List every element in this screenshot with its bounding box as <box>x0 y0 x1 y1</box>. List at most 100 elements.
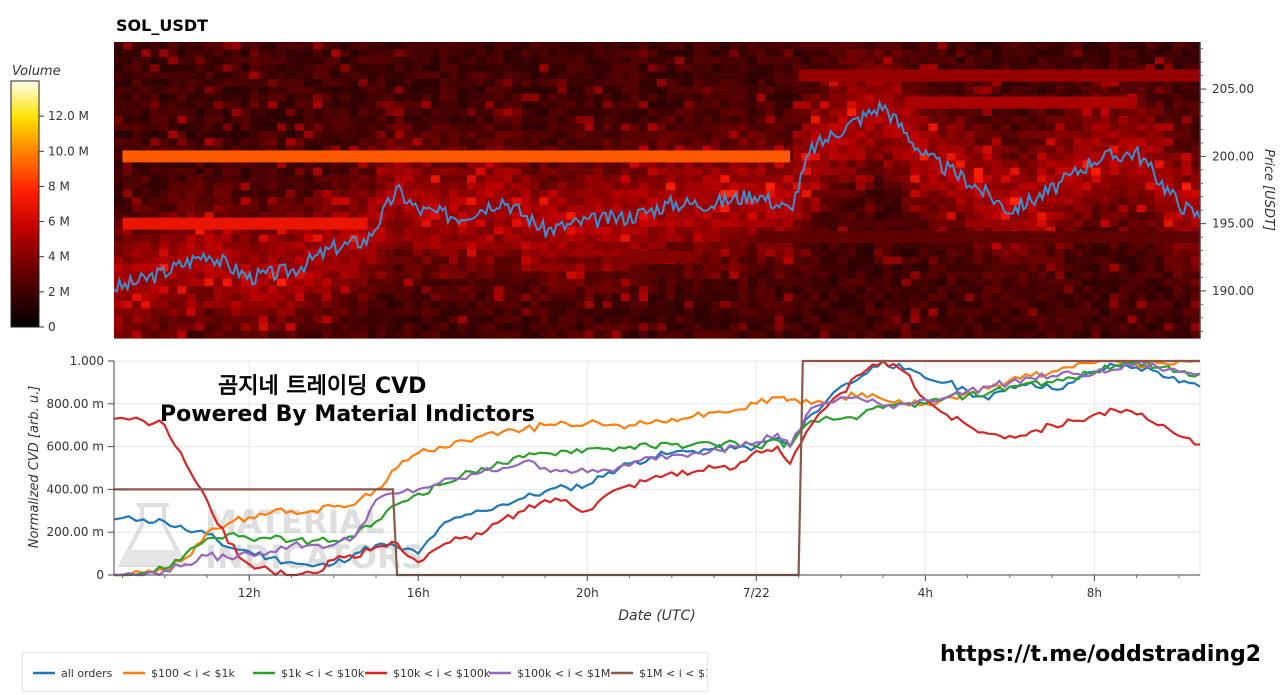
heatmap-cell <box>1181 138 1192 147</box>
heatmap-cell <box>847 167 857 176</box>
heatmap-cell <box>666 323 676 332</box>
heatmap-cell <box>1064 293 1074 302</box>
heatmap-cell <box>657 130 667 139</box>
heatmap-cell <box>132 86 142 95</box>
heatmap-cell <box>611 204 622 213</box>
heatmap-cell <box>1028 86 1038 95</box>
heatmap-cell <box>485 264 495 272</box>
heatmap-cell <box>385 330 396 339</box>
heatmap-cell <box>865 323 875 332</box>
heatmap-cell <box>231 190 242 198</box>
heatmap-cell <box>847 219 857 228</box>
heatmap-cell <box>539 42 550 50</box>
heatmap-cell <box>937 42 948 50</box>
heatmap-cell <box>168 138 178 147</box>
heatmap-cell <box>267 315 278 324</box>
heatmap-cell <box>955 138 966 147</box>
heatmap-cell <box>874 56 884 65</box>
heatmap-cell <box>394 160 405 169</box>
heatmap-cell <box>267 167 278 176</box>
heatmap-cell <box>385 145 396 154</box>
heatmap-cell <box>1127 64 1138 73</box>
heatmap-cell <box>883 56 893 65</box>
heatmap-cell <box>1055 42 1065 50</box>
heatmap-cell <box>412 138 423 147</box>
heatmap-cell <box>494 101 504 110</box>
heatmap-cell <box>829 249 839 258</box>
heatmap-cell <box>168 86 178 95</box>
heatmap-cell <box>177 123 188 132</box>
heatmap-cell <box>1019 212 1029 221</box>
heatmap-cell <box>584 108 595 117</box>
heatmap-cell <box>756 116 767 124</box>
heatmap-cell <box>675 264 685 272</box>
heatmap-cell <box>1181 175 1192 184</box>
heatmap-cell <box>946 197 957 206</box>
heatmap-cell <box>648 271 658 280</box>
heatmap-cell <box>666 79 676 87</box>
heatmap-cell <box>159 212 169 221</box>
heatmap-cell <box>1154 93 1165 102</box>
heatmap-cell <box>729 123 740 132</box>
heatmap-cell <box>856 182 866 191</box>
heatmap-cell <box>801 167 812 176</box>
heatmap-cell <box>946 86 957 95</box>
heatmap-cell <box>313 93 323 102</box>
heatmap-cell <box>810 278 821 287</box>
heatmap-cell <box>421 286 432 295</box>
heatmap-cell <box>295 278 305 287</box>
heatmap-cell <box>1019 315 1029 324</box>
heatmap-cell <box>783 167 794 176</box>
heatmap-cell <box>611 64 622 73</box>
heatmap-cell <box>792 330 803 339</box>
heatmap-cell <box>982 308 993 317</box>
heatmap-cell <box>539 278 550 287</box>
heatmap-cell <box>376 264 387 272</box>
heatmap-cell <box>783 204 794 213</box>
heatmap-cell <box>249 286 260 295</box>
heatmap-cell <box>964 293 975 302</box>
heatmap-cell <box>186 197 197 206</box>
heatmap-cell <box>249 264 260 272</box>
heatmap-cell <box>186 204 197 213</box>
heatmap-cell <box>1191 227 1201 235</box>
heatmap-cell <box>675 86 685 95</box>
heatmap-cell <box>928 212 939 221</box>
heatmap-cell <box>1073 160 1083 169</box>
heatmap-cell <box>657 330 667 339</box>
heatmap-cell <box>557 249 568 258</box>
heatmap-cell <box>276 249 287 258</box>
heatmap-cell <box>1046 256 1056 265</box>
heatmap-cell <box>476 108 486 117</box>
heatmap-cell <box>810 323 821 332</box>
heatmap-cell <box>557 49 568 58</box>
heatmap-cell <box>792 286 803 295</box>
heatmap-cell <box>1082 315 1092 324</box>
heatmap-cell <box>1109 175 1120 184</box>
heatmap-cell <box>702 123 712 132</box>
heatmap-cell <box>883 130 893 139</box>
heatmap-cell <box>349 56 359 65</box>
heatmap-cell <box>774 64 785 73</box>
heatmap-cell <box>1172 264 1183 272</box>
heatmap-cell <box>494 86 504 95</box>
heatmap-cell <box>521 330 531 339</box>
heatmap-cell <box>114 79 124 87</box>
heatmap-cell <box>322 49 332 58</box>
heatmap-cell <box>195 204 206 213</box>
heatmap-cell <box>1100 197 1111 206</box>
heatmap-cell <box>892 256 902 265</box>
heatmap-cell <box>629 145 640 154</box>
heatmap-cell <box>774 101 785 110</box>
heatmap-cell <box>304 49 314 58</box>
heatmap-cell <box>1136 93 1147 102</box>
heatmap-cell <box>810 293 821 302</box>
telegram-link[interactable]: https://t.me/oddstrading2 <box>940 642 1262 667</box>
heatmap-cell <box>177 79 188 87</box>
heatmap-cell <box>439 167 450 176</box>
heatmap-cell <box>412 241 423 250</box>
price-tick-label: 190.00 <box>1212 284 1254 298</box>
heatmap-cell <box>756 56 767 65</box>
heatmap-cell <box>1191 323 1201 332</box>
heatmap-cell <box>1064 308 1074 317</box>
